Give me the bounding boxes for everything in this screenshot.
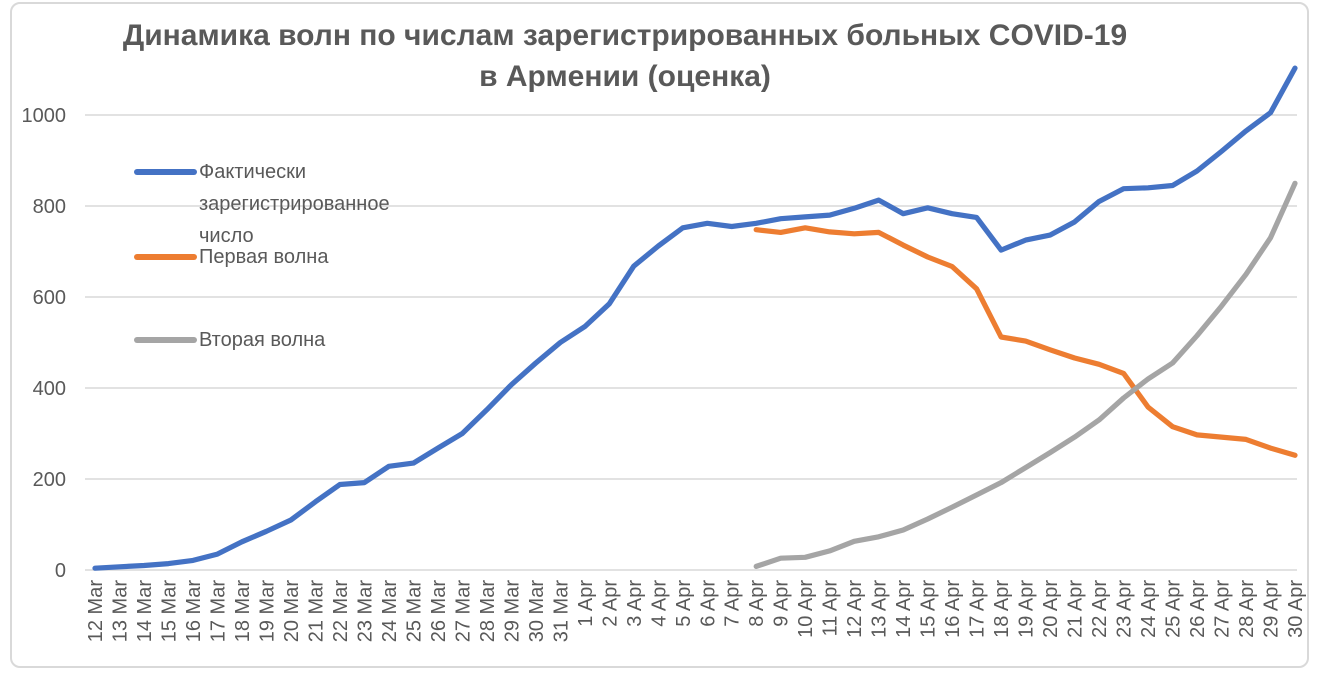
x-tick-label: 7 Apr (722, 580, 744, 627)
x-tick-label: 21 Mar (305, 580, 327, 643)
x-tick-label: 13 Mar (110, 580, 132, 643)
x-tick-label: 21 Apr (1065, 580, 1087, 638)
x-tick-label: 11 Apr (820, 580, 842, 637)
x-tick-label: 4 Apr (648, 580, 670, 627)
legend-label-second-wave: Вторая волна (199, 329, 326, 351)
y-tick-label: 200 (33, 469, 66, 491)
x-tick-label: 15 Mar (159, 580, 181, 643)
y-tick-label: 800 (33, 196, 66, 218)
x-tick-label: 29 Mar (501, 580, 523, 643)
x-tick-label: 22 Apr (1089, 580, 1111, 638)
legend-item-second-wave: Вторая волна (134, 324, 325, 356)
series-line-1 (92, 65, 1298, 571)
x-tick-label: 8 Apr (746, 580, 768, 627)
x-tick-label: 20 Apr (1040, 580, 1062, 638)
x-tick-label: 19 Apr (1016, 580, 1038, 638)
legend-label-actual: Фактически зарегистрированное число (199, 161, 390, 247)
x-tick-label: 1 Apr (575, 580, 597, 627)
x-tick-label: 16 Mar (183, 580, 205, 643)
x-tick-label: 14 Apr (893, 580, 915, 638)
legend-label-first-wave: Первая волна (199, 246, 329, 268)
x-tick-label: 26 Mar (428, 580, 450, 643)
x-tick-label: 25 Mar (403, 580, 425, 643)
x-tick-label: 25 Apr (1163, 580, 1185, 638)
y-axis-labels: 0 200 400 600 800 1000 (22, 105, 67, 582)
x-tick-label: 2 Apr (599, 580, 621, 627)
x-tick-label: 5 Apr (673, 580, 695, 627)
x-tick-label: 24 Mar (379, 580, 401, 643)
legend-line-actual-icon (134, 169, 197, 175)
legend-item-actual: Фактически зарегистрированное число (134, 156, 444, 252)
x-tick-label: 14 Mar (134, 580, 156, 643)
y-tick-label: 1000 (22, 105, 67, 127)
x-tick-label: 23 Apr (1114, 580, 1136, 638)
x-tick-label: 30 Apr (1285, 580, 1307, 638)
x-tick-label: 16 Apr (942, 580, 964, 638)
x-tick-label: 9 Apr (771, 580, 793, 627)
x-tick-label: 17 Mar (207, 580, 229, 643)
x-tick-label: 18 Mar (232, 580, 254, 643)
x-tick-label: 15 Apr (918, 580, 940, 638)
x-tick-label: 28 Apr (1236, 580, 1258, 638)
x-tick-label: 6 Apr (697, 580, 719, 627)
y-tick-label: 400 (33, 378, 66, 400)
legend-line-second-wave-icon (134, 337, 197, 343)
x-tick-label: 22 Mar (330, 580, 352, 643)
legend-item-first-wave: Первая волна (134, 241, 328, 273)
legend-line-first-wave-icon (134, 254, 197, 260)
x-tick-label: 10 Apr (795, 580, 817, 638)
x-tick-label: 23 Mar (354, 580, 376, 643)
x-tick-label: 18 Apr (991, 580, 1013, 638)
gridlines (85, 114, 1297, 571)
x-tick-label: 30 Mar (526, 580, 548, 643)
x-tick-label: 20 Mar (281, 580, 303, 643)
x-tick-label: 12 Mar (85, 580, 107, 643)
chart-title: Динамика волн по числам зарегистрированн… (122, 19, 1128, 93)
x-tick-label: 27 Mar (452, 580, 474, 643)
x-tick-label: 24 Apr (1138, 580, 1160, 638)
y-tick-label: 600 (33, 287, 66, 309)
x-tick-label: 13 Apr (869, 580, 891, 638)
x-tick-label: 19 Mar (256, 580, 278, 643)
x-tick-label: 28 Mar (477, 580, 499, 643)
chart-frame (10, 2, 1309, 668)
x-tick-label: 17 Apr (967, 580, 989, 638)
x-tick-label: 26 Apr (1187, 580, 1209, 638)
x-tick-label: 3 Apr (624, 580, 646, 627)
x-axis-labels: 12 Mar 13 Mar 14 Mar 15 Mar 16 Mar 17 Mar 18 M… (85, 580, 1307, 643)
x-tick-label: 27 Apr (1212, 580, 1234, 638)
x-tick-label: 31 Mar (550, 580, 572, 643)
x-tick-label: 12 Apr (844, 580, 866, 638)
y-tick-label: 0 (55, 560, 66, 582)
x-tick-label: 29 Apr (1261, 580, 1283, 638)
series-line-3 (753, 180, 1298, 570)
series-line-2 (753, 225, 1298, 458)
